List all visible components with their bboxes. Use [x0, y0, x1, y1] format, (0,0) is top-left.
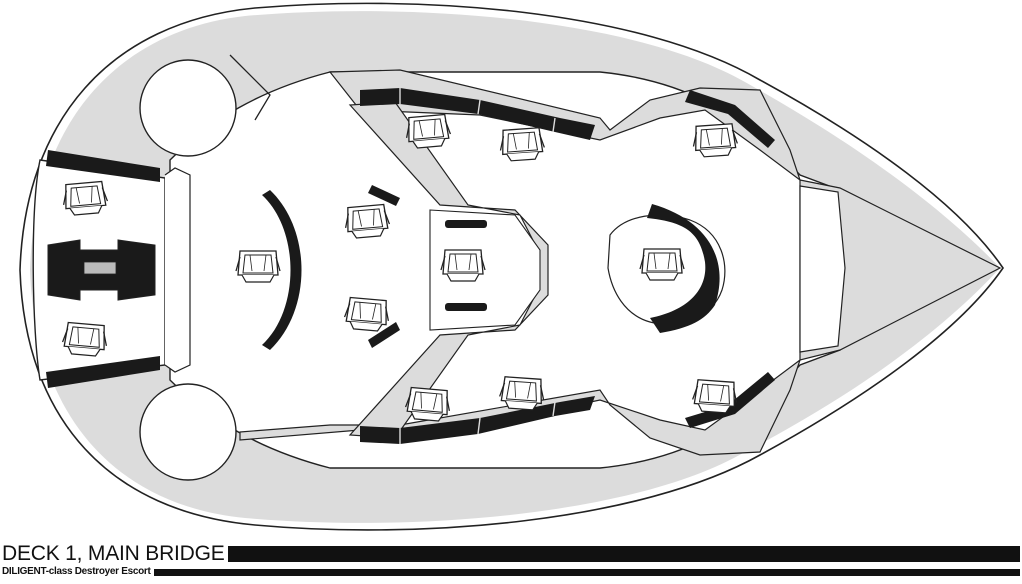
aft-console-upper	[46, 150, 160, 182]
aft-console-lower	[46, 356, 160, 388]
title-row: DECK 1, MAIN BRIDGE	[2, 542, 1020, 564]
drawing-title: DECK 1, MAIN BRIDGE	[2, 542, 225, 565]
helm-console-upper	[445, 220, 487, 228]
console-bank-top	[360, 88, 595, 140]
console-bank-bottom	[360, 396, 595, 444]
viewscreen-frame	[799, 185, 846, 353]
drawing-subtitle: DILIGENT-class Destroyer Escort	[2, 566, 151, 577]
turbolift-upper	[139, 59, 237, 157]
console-forward-lower	[685, 372, 775, 428]
subtitle-row: DILIGENT-class Destroyer Escort	[2, 566, 1020, 578]
deck-plan	[19, 2, 1004, 531]
title-rule	[227, 546, 1020, 562]
helm-console-lower	[445, 303, 487, 311]
subtitle-rule	[153, 568, 1020, 576]
rear-console	[262, 190, 302, 350]
turbolift-lower	[139, 383, 237, 481]
drawing-title-block: DECK 1, MAIN BRIDGE DILIGENT-class Destr…	[2, 542, 1020, 582]
console-forward-upper	[685, 90, 775, 148]
forward-console	[647, 204, 720, 333]
